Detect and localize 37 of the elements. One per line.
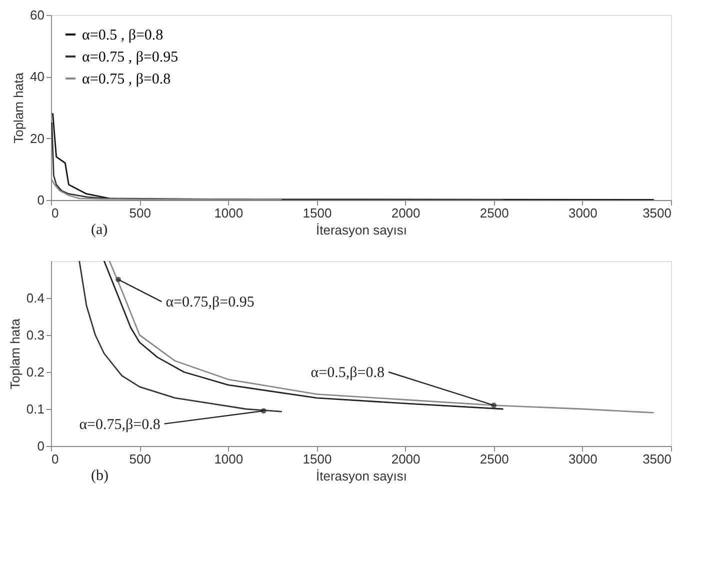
x-tick-label: 2500 bbox=[480, 206, 509, 220]
text: (b) bbox=[91, 468, 108, 484]
y-tick-label: 0 bbox=[37, 192, 44, 208]
x-tick-label: 3500 bbox=[642, 206, 672, 220]
x-tick-label: 500 bbox=[129, 206, 151, 220]
y-tick-label: 0.4 bbox=[26, 290, 44, 306]
legend-label: α=0.75 , β=0.8 bbox=[82, 72, 171, 88]
y-axis-title: Toplam hata bbox=[7, 318, 22, 390]
y-tick-label: 0 bbox=[37, 438, 44, 454]
x-tick-label: 1000 bbox=[214, 452, 244, 466]
text: (a) bbox=[91, 222, 108, 238]
x-tick-label: 1000 bbox=[214, 206, 244, 220]
legend-label: α=0.5 , β=0.8 bbox=[82, 28, 164, 44]
annotation: α=0.75,β=0.8 bbox=[79, 416, 160, 433]
x-axis-title: İterasyon sayısı bbox=[316, 468, 408, 484]
x-tick-label: 3000 bbox=[568, 206, 598, 220]
x-tick-label: 3000 bbox=[568, 452, 598, 466]
x-tick-label: 3500 bbox=[642, 452, 672, 466]
annotation: α=0.75,β=0.95 bbox=[166, 294, 254, 311]
x-tick-label: 1500 bbox=[302, 206, 332, 220]
y-axis-title: Toplam hata bbox=[11, 72, 26, 144]
x-tick-label: 2500 bbox=[480, 452, 509, 466]
x-tick-label: 2000 bbox=[391, 206, 420, 220]
x-tick-label: 2000 bbox=[391, 452, 420, 466]
x-tick-label: 1500 bbox=[302, 452, 332, 466]
y-tick-label: 20 bbox=[30, 130, 44, 146]
y-tick-label: 0.2 bbox=[26, 364, 44, 380]
annotation: α=0.5,β=0.8 bbox=[310, 365, 384, 381]
x-axis-title: İterasyon sayısı bbox=[316, 222, 408, 238]
y-tick-label: 40 bbox=[30, 69, 44, 84]
x-tick-label: 0 bbox=[52, 206, 59, 220]
legend-label: α=0.75 , β=0.95 bbox=[82, 50, 178, 66]
x-tick-label: 0 bbox=[52, 452, 59, 466]
y-tick-label: 60 bbox=[30, 8, 44, 22]
x-tick-label: 500 bbox=[129, 452, 151, 466]
y-tick-label: 0.3 bbox=[26, 328, 44, 342]
y-tick-label: 0.1 bbox=[26, 402, 44, 416]
